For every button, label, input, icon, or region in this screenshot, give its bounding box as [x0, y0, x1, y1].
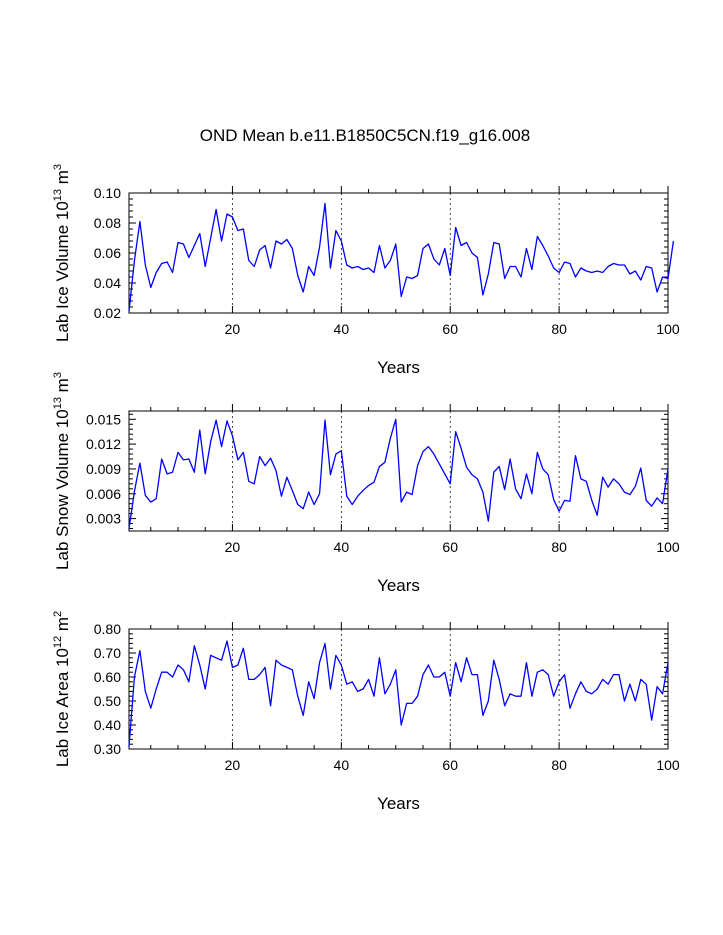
x-tick-label: 20 — [225, 321, 241, 337]
x-tick-label: 100 — [656, 757, 680, 773]
x-axis-title: Years — [377, 576, 420, 595]
x-axis-title: Years — [377, 358, 420, 377]
series-line — [128, 640, 669, 747]
plot-frame — [128, 628, 669, 750]
y-axis-title-part: m — [53, 617, 72, 636]
y-tick-label: 0.40 — [94, 717, 121, 733]
y-tick-label: 0.80 — [94, 621, 121, 637]
x-tick-label: 100 — [656, 321, 680, 337]
series-line — [128, 418, 669, 529]
y-tick-label: 0.10 — [94, 185, 121, 201]
y-tick-label: 0.012 — [86, 436, 121, 452]
plot-frame — [128, 410, 669, 532]
y-tick-label: 0.006 — [86, 486, 121, 502]
y-axis-title-superscript: 2 — [52, 611, 64, 617]
y-tick-label: 0.30 — [94, 741, 121, 757]
y-axis-title-superscript: 3 — [52, 164, 64, 170]
x-tick-label: 40 — [334, 321, 350, 337]
y-tick-label: 0.50 — [94, 693, 121, 709]
y-axis-title-superscript: 12 — [52, 636, 64, 648]
chart-panel-2: 20 40 60 80 100 0.003 0.006 0.009 0.012 0.015 Year… — [52, 372, 680, 595]
y-tick-label: 0.02 — [94, 305, 121, 321]
y-tick-label: 0.70 — [94, 645, 121, 661]
x-tick-label: 80 — [551, 539, 567, 555]
x-tick-label: 60 — [442, 321, 458, 337]
y-axis-title-superscript: 13 — [52, 397, 64, 409]
series-line — [128, 202, 675, 312]
y-axis-title: Lab Ice Area 1012 m2 — [52, 611, 72, 767]
y-axis-title-part: Lab Ice Area 10 — [53, 648, 72, 767]
y-axis-title-superscript: 13 — [52, 189, 64, 201]
panels-group: 20 40 60 80 100 0.02 0.04 0.06 0.08 0.10 Years Lab … — [52, 164, 680, 813]
plot-frame — [128, 192, 669, 314]
y-tick-label: 0.08 — [94, 215, 121, 231]
y-axis-title: Lab Snow Volume 1013 m3 — [52, 372, 72, 570]
x-tick-label: 40 — [334, 539, 350, 555]
y-tick-label: 0.04 — [94, 275, 121, 291]
y-axis-title-part: Lab Ice Volume 10 — [53, 201, 72, 342]
y-tick-label: 0.003 — [86, 511, 121, 527]
chart-panel-1: 20 40 60 80 100 0.02 0.04 0.06 0.08 0.10 Years Lab … — [52, 164, 680, 377]
y-tick-label: 0.015 — [86, 411, 121, 427]
x-tick-label: 40 — [334, 757, 350, 773]
x-tick-label: 20 — [225, 539, 241, 555]
figure-title: OND Mean b.e11.B1850C5CN.f19_g16.008 — [200, 126, 530, 145]
x-axis-title: Years — [377, 794, 420, 813]
x-tick-label: 60 — [442, 757, 458, 773]
y-axis-title-superscript: 3 — [52, 372, 64, 378]
y-axis-title-part: Lab Snow Volume 10 — [53, 409, 72, 570]
y-tick-label: 0.06 — [94, 245, 121, 261]
x-tick-label: 60 — [442, 539, 458, 555]
x-tick-label: 80 — [551, 757, 567, 773]
chart-panel-3: 20 40 60 80 100 0.30 0.40 0.50 0.60 0.70 0.80 Years… — [52, 611, 680, 813]
y-tick-label: 0.60 — [94, 669, 121, 685]
y-axis-title-part: m — [53, 378, 72, 397]
y-axis-title: Lab Ice Volume 1013 m3 — [52, 164, 72, 342]
x-tick-label: 20 — [225, 757, 241, 773]
x-tick-label: 80 — [551, 321, 567, 337]
y-tick-label: 0.009 — [86, 461, 121, 477]
x-tick-label: 100 — [656, 539, 680, 555]
y-axis-title-part: m — [53, 170, 72, 189]
